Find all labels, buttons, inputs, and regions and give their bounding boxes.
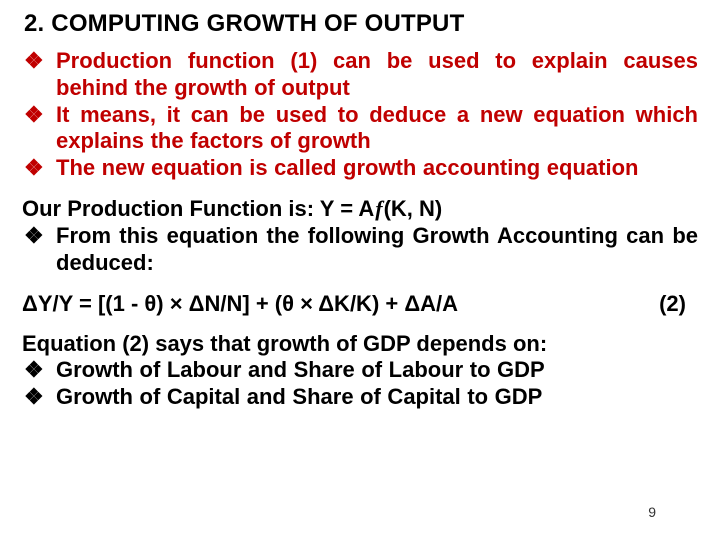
page-number: 9 xyxy=(648,504,656,520)
conclusion-block: Equation (2) says that growth of GDP dep… xyxy=(22,331,698,411)
production-function-block: Our Production Function is: Y = Af(K, N)… xyxy=(22,196,698,276)
bullet-list-mid: From this equation the following Growth … xyxy=(22,223,698,277)
prod-fn-suffix: (K, N) xyxy=(384,196,443,221)
list-item: Growth of Labour and Share of Labour to … xyxy=(56,357,698,384)
list-item: The new equation is called growth accoun… xyxy=(56,155,698,182)
slide-title: 2. COMPUTING GROWTH OF OUTPUT xyxy=(24,10,698,38)
list-item: Growth of Capital and Share of Capital t… xyxy=(56,384,698,411)
equation-row: ΔY/Y = [(1 - θ) × ΔN/N] + (θ × ΔK/K) + Δ… xyxy=(22,291,698,317)
conclusion-lead: Equation (2) says that growth of GDP dep… xyxy=(22,331,698,358)
bullet-list-conclusion: Growth of Labour and Share of Labour to … xyxy=(22,357,698,411)
list-item: Production function (1) can be used to e… xyxy=(56,48,698,102)
list-item: From this equation the following Growth … xyxy=(56,223,698,277)
intro-bullets-block: Production function (1) can be used to e… xyxy=(22,48,698,182)
production-function-line: Our Production Function is: Y = Af(K, N) xyxy=(22,196,698,223)
function-symbol: f xyxy=(374,196,383,221)
slide: 2. COMPUTING GROWTH OF OUTPUT Production… xyxy=(0,0,720,540)
list-item: It means, it can be used to deduce a new… xyxy=(56,102,698,156)
growth-equation: ΔY/Y = [(1 - θ) × ΔN/N] + (θ × ΔK/K) + Δ… xyxy=(22,291,458,317)
bullet-list-intro: Production function (1) can be used to e… xyxy=(22,48,698,182)
equation-number: (2) xyxy=(659,291,698,317)
prod-fn-prefix: Our Production Function is: Y = A xyxy=(22,196,374,221)
